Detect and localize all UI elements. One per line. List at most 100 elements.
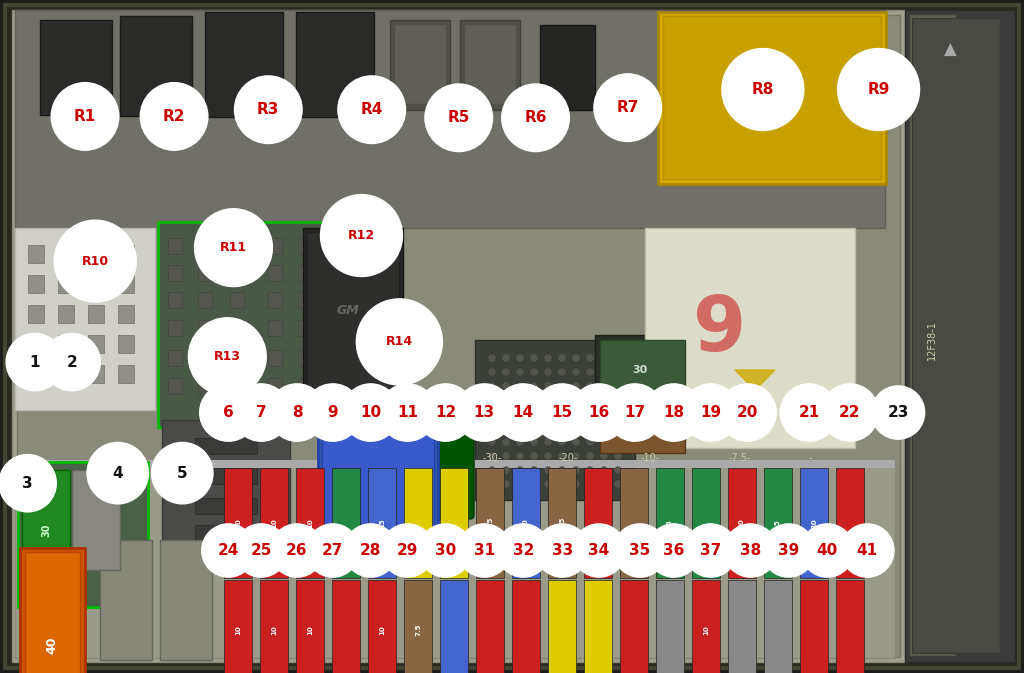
Circle shape bbox=[545, 355, 551, 361]
Text: 20: 20 bbox=[737, 405, 758, 420]
Text: 10: 10 bbox=[271, 625, 278, 635]
Text: 10: 10 bbox=[271, 518, 278, 528]
Circle shape bbox=[545, 481, 551, 487]
Bar bbox=[72, 470, 120, 570]
Bar bbox=[322, 424, 434, 551]
Circle shape bbox=[531, 481, 537, 487]
Text: 17: 17 bbox=[625, 405, 645, 420]
Bar bbox=[15, 460, 895, 468]
Circle shape bbox=[587, 439, 593, 445]
Circle shape bbox=[573, 397, 579, 403]
Bar bbox=[58, 365, 74, 383]
Text: 9: 9 bbox=[328, 405, 338, 420]
Circle shape bbox=[724, 524, 777, 577]
Bar bbox=[120, 16, 193, 116]
Circle shape bbox=[503, 383, 509, 389]
Bar bbox=[440, 468, 468, 578]
Circle shape bbox=[517, 355, 523, 361]
Bar bbox=[198, 265, 212, 281]
Circle shape bbox=[517, 425, 523, 431]
Bar bbox=[118, 365, 134, 383]
Circle shape bbox=[456, 384, 513, 441]
Text: 31: 31 bbox=[474, 543, 495, 558]
Bar bbox=[692, 468, 720, 578]
Circle shape bbox=[270, 524, 324, 577]
Bar bbox=[476, 468, 504, 578]
Bar bbox=[368, 468, 396, 578]
Circle shape bbox=[489, 383, 495, 389]
Circle shape bbox=[545, 397, 551, 403]
Circle shape bbox=[821, 384, 879, 441]
Text: 40: 40 bbox=[632, 418, 648, 428]
Circle shape bbox=[503, 439, 509, 445]
Text: 26: 26 bbox=[287, 543, 307, 558]
Bar bbox=[168, 238, 182, 254]
Circle shape bbox=[545, 467, 551, 473]
Bar bbox=[20, 548, 85, 673]
Circle shape bbox=[573, 355, 579, 361]
Circle shape bbox=[601, 383, 607, 389]
Text: 5: 5 bbox=[177, 466, 187, 481]
Bar bbox=[58, 305, 74, 323]
Circle shape bbox=[503, 481, 509, 487]
Circle shape bbox=[601, 439, 607, 445]
Bar bbox=[332, 468, 360, 578]
Text: 2: 2 bbox=[67, 355, 77, 369]
Bar bbox=[548, 580, 575, 673]
Bar bbox=[268, 238, 282, 254]
Circle shape bbox=[517, 411, 523, 417]
Circle shape bbox=[356, 299, 442, 385]
Bar bbox=[298, 350, 312, 366]
Bar bbox=[328, 292, 342, 308]
Bar bbox=[298, 378, 312, 394]
Bar bbox=[368, 580, 396, 673]
Bar bbox=[195, 438, 257, 454]
Circle shape bbox=[601, 411, 607, 417]
Text: 27: 27 bbox=[323, 543, 343, 558]
Bar bbox=[118, 275, 134, 293]
Circle shape bbox=[615, 369, 621, 375]
Text: 10: 10 bbox=[379, 625, 385, 635]
Text: 10: 10 bbox=[307, 625, 313, 635]
Bar bbox=[58, 275, 74, 293]
Text: 40: 40 bbox=[45, 636, 58, 653]
Bar bbox=[268, 350, 282, 366]
Circle shape bbox=[572, 524, 626, 577]
Bar bbox=[298, 265, 312, 281]
Bar bbox=[28, 245, 44, 263]
Circle shape bbox=[573, 467, 579, 473]
Bar bbox=[88, 245, 104, 263]
Bar bbox=[15, 228, 155, 410]
Bar bbox=[230, 378, 244, 394]
Bar bbox=[800, 580, 828, 673]
Text: -7.5-: -7.5- bbox=[729, 453, 752, 463]
Text: 15: 15 bbox=[379, 518, 385, 528]
Circle shape bbox=[587, 355, 593, 361]
Bar bbox=[440, 580, 468, 673]
Bar bbox=[728, 580, 756, 673]
Circle shape bbox=[87, 442, 148, 504]
Circle shape bbox=[682, 384, 739, 441]
Bar bbox=[230, 350, 244, 366]
Circle shape bbox=[381, 524, 434, 577]
Text: 22: 22 bbox=[840, 405, 860, 420]
Text: 5: 5 bbox=[775, 521, 781, 526]
Circle shape bbox=[503, 411, 509, 417]
Circle shape bbox=[573, 411, 579, 417]
Bar bbox=[230, 265, 244, 281]
Bar bbox=[88, 365, 104, 383]
Text: 7: 7 bbox=[256, 405, 266, 420]
Bar bbox=[328, 378, 342, 394]
Circle shape bbox=[613, 524, 667, 577]
Circle shape bbox=[615, 397, 621, 403]
Circle shape bbox=[379, 384, 436, 441]
Text: 30: 30 bbox=[41, 523, 51, 537]
Bar bbox=[645, 228, 855, 448]
Bar bbox=[58, 245, 74, 263]
Text: 30: 30 bbox=[523, 518, 529, 528]
Circle shape bbox=[534, 384, 591, 441]
Text: 23: 23 bbox=[888, 405, 908, 420]
Bar bbox=[198, 238, 212, 254]
Bar bbox=[198, 350, 212, 366]
Bar bbox=[836, 580, 864, 673]
